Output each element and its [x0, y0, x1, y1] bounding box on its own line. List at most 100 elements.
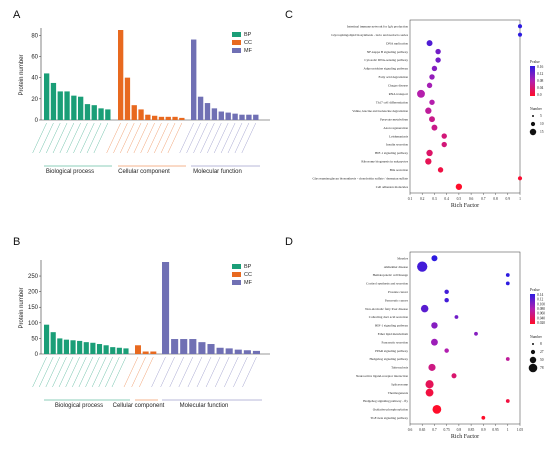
bar-bp [116, 347, 122, 354]
data-point [428, 363, 436, 371]
number-legend-label: 50 [540, 358, 544, 362]
pvalue-colorbar [530, 294, 535, 324]
bar-mf [207, 344, 215, 354]
x-tick-label: 0.8 [493, 197, 498, 201]
y-tick-label: 200 [28, 290, 39, 296]
bar-bp [71, 95, 77, 120]
category-label-bp [52, 122, 68, 154]
category-label-cc [167, 122, 183, 154]
category-label-mf [187, 356, 203, 388]
pvalue-legend-tick: 0.060 [537, 312, 545, 316]
data-point [481, 415, 486, 420]
legend-label-bp: BP [244, 32, 252, 38]
panel-label-d: D [285, 236, 293, 248]
bar-cc [179, 117, 185, 120]
pathway-label: RNA transport [389, 92, 408, 96]
bar-mf [216, 347, 224, 354]
bar-bp [78, 96, 84, 120]
number-legend-label: 5 [540, 114, 542, 118]
bar-bp [98, 108, 104, 120]
bar-cc [145, 114, 151, 120]
pathway-label: Glycosaminoglycan biosynthesis - chondro… [313, 177, 409, 181]
pathway-label: HIF-1 signaling pathway [375, 151, 408, 155]
category-label-bp [86, 122, 102, 154]
bar-mf [211, 108, 218, 120]
category-label-bp [46, 122, 61, 154]
x-tick-label: 0.75 [444, 428, 450, 432]
y-tick-label: 50 [31, 336, 38, 342]
data-point [429, 74, 435, 80]
category-label-bp [32, 356, 47, 388]
data-point [429, 99, 435, 105]
pathway-label: Prostate cancer [388, 290, 409, 294]
pathway-label: Ribosome biogenesis in eukaryotes [361, 160, 408, 164]
bar-mf [171, 339, 179, 354]
panel-label-a: A [13, 9, 21, 21]
category-label-bp [39, 356, 54, 388]
category-label-bp [111, 356, 127, 388]
bar-mf [189, 339, 197, 354]
bar-bp [64, 91, 70, 120]
bar-mf [253, 114, 259, 120]
data-point [431, 124, 438, 131]
category-label-bp [52, 356, 67, 388]
category-label-mf [215, 356, 230, 388]
pathway-label: Alzheimer disease [384, 265, 409, 269]
bar-mf [225, 112, 231, 120]
pvalue-legend-tick: 0.0 [537, 93, 542, 97]
x-tick-label: 0.9 [481, 428, 486, 432]
number-legend-dot [528, 363, 538, 373]
data-point [441, 141, 447, 148]
number-legend-dot [532, 343, 534, 345]
group-label-bp: Biological process [55, 403, 103, 409]
category-label-mf [178, 356, 193, 388]
legend-swatch-bp [232, 264, 241, 269]
bar-cc [118, 30, 124, 120]
pvalue-legend-tick: 0.16 [537, 65, 543, 69]
data-point [431, 65, 438, 72]
pvalue-legend-title: Pvalue [530, 60, 540, 64]
bar-mf [197, 96, 204, 120]
bar-bp [44, 324, 50, 354]
bar-mf [239, 114, 245, 120]
x-tick-label: 0.6 [469, 197, 474, 201]
number-legend-label: 78 [540, 366, 544, 370]
category-label-cc [154, 122, 169, 154]
bar-bp [91, 105, 97, 120]
data-point [435, 57, 441, 63]
pathway-label: Adipocytokine signaling pathway [364, 67, 409, 71]
bar-bp [57, 338, 63, 354]
category-label-cc [123, 356, 139, 388]
x-tick-label: 0.65 [419, 428, 425, 432]
data-point [505, 399, 510, 403]
category-label-bp [39, 122, 54, 154]
legend-swatch-cc [232, 40, 241, 45]
legend-label-bp: BP [244, 264, 252, 270]
category-label-mf [242, 356, 257, 388]
bar-cc [138, 109, 144, 120]
data-point [441, 133, 447, 139]
group-label-mf: Molecular function [193, 169, 242, 175]
category-label-mf [200, 122, 215, 154]
legend-swatch-bp [232, 32, 241, 37]
x-tick-label: 0.8 [457, 428, 462, 432]
category-label-cc [106, 122, 121, 154]
pathway-label: Pyruvate metabolism [380, 117, 408, 121]
data-point [505, 273, 510, 277]
category-label-bp [65, 356, 80, 388]
category-label-mf [151, 356, 166, 388]
category-label-mf [186, 122, 201, 154]
category-label-mf [220, 122, 236, 154]
group-label-mf: Molecular function [180, 403, 229, 409]
bar-bp [83, 342, 89, 354]
number-legend-title: Number [530, 335, 543, 339]
data-point [429, 116, 435, 123]
category-label-mf [160, 356, 175, 388]
pathway-label: Hedgehog signaling pathway - fly [363, 399, 408, 403]
data-point [417, 261, 428, 272]
number-legend-label: 10 [540, 122, 544, 126]
pathway-label: Leishmaniasis [389, 134, 409, 138]
category-label-cc [131, 356, 146, 388]
number-legend-label: 8 [540, 342, 542, 346]
pvalue-legend-tick: 0.08 [537, 79, 543, 83]
